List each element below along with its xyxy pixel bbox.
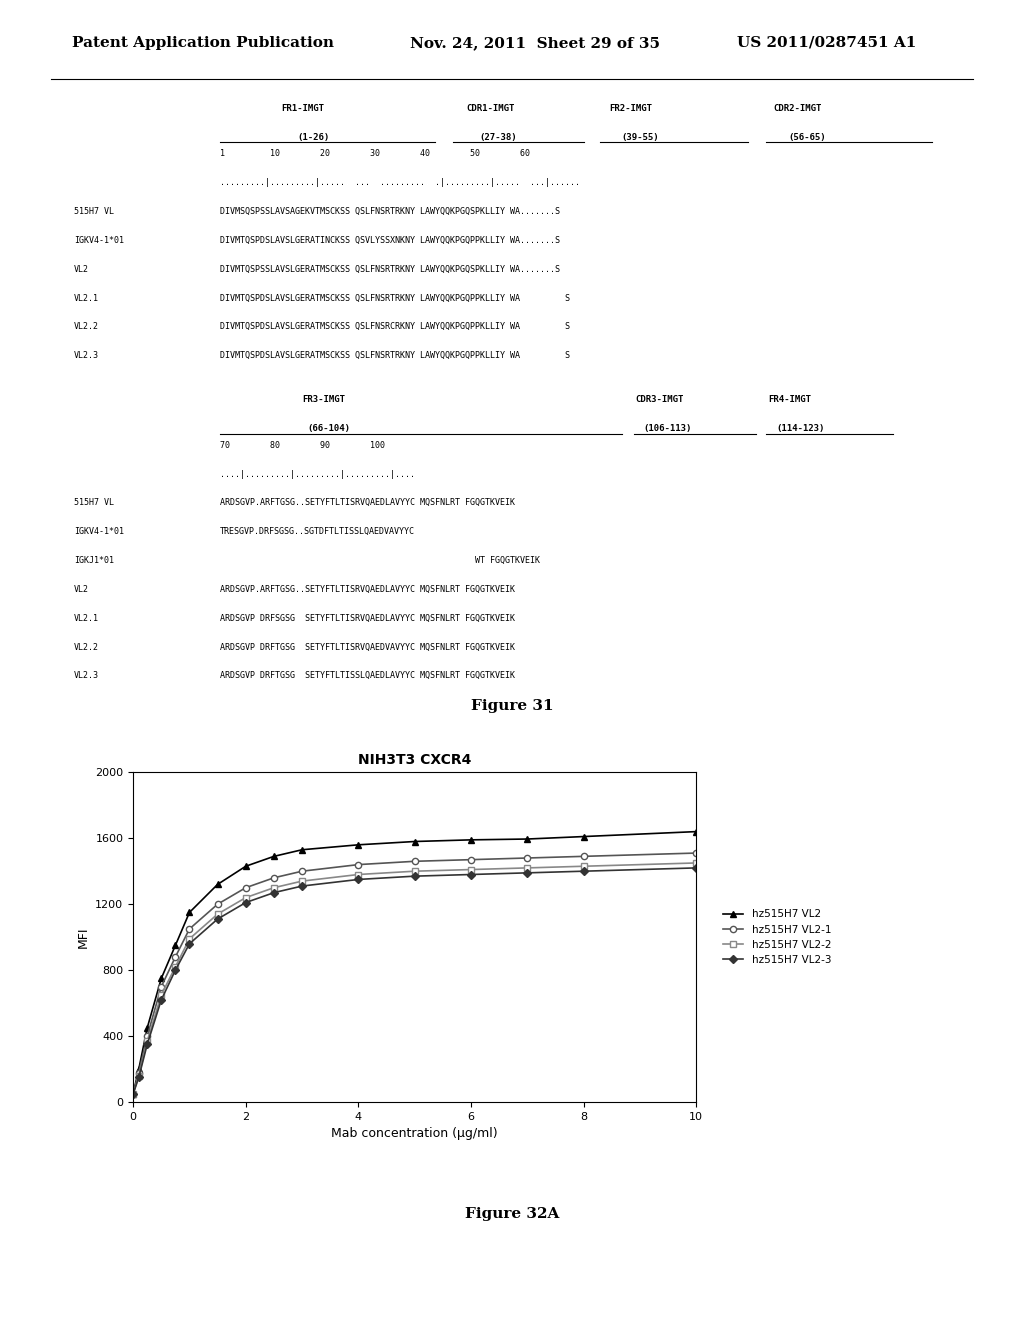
- Text: FR2-IMGT: FR2-IMGT: [609, 104, 652, 112]
- Legend: hz515H7 VL2, hz515H7 VL2-1, hz515H7 VL2-2, hz515H7 VL2-3: hz515H7 VL2, hz515H7 VL2-1, hz515H7 VL2-…: [719, 906, 836, 969]
- Text: IGKJ1*01: IGKJ1*01: [74, 556, 114, 565]
- Text: Patent Application Publication: Patent Application Publication: [72, 36, 334, 50]
- Text: VL2.1: VL2.1: [74, 614, 98, 623]
- Text: Figure 31: Figure 31: [471, 700, 553, 713]
- X-axis label: Mab concentration (µg/ml): Mab concentration (µg/ml): [332, 1127, 498, 1140]
- Text: FR3-IMGT: FR3-IMGT: [302, 395, 345, 404]
- Text: (114-123): (114-123): [776, 424, 824, 433]
- Text: (66-104): (66-104): [307, 424, 350, 433]
- Text: 70        80        90        100: 70 80 90 100: [220, 441, 385, 450]
- Text: FR1-IMGT: FR1-IMGT: [282, 104, 325, 112]
- Text: (56-65): (56-65): [788, 132, 826, 141]
- Text: DIVMTQSPDSLAVSLGERATINCKSS QSVLYSSXNKNY LAWYQQKPGQPPKLLIY WA.......S: DIVMTQSPDSLAVSLGERATINCKSS QSVLYSSXNKNY …: [220, 236, 560, 246]
- Text: CDR3-IMGT: CDR3-IMGT: [635, 395, 683, 404]
- Text: Figure 32A: Figure 32A: [465, 1208, 559, 1221]
- Text: VL2.2: VL2.2: [74, 643, 98, 652]
- Text: ....|.........|.........|.........|....: ....|.........|.........|.........|....: [220, 470, 415, 479]
- Y-axis label: MFI: MFI: [77, 927, 90, 948]
- Text: DIVMTQSPSSLAVSLGERATMSCKSS QSLFNSRTRKNY LAWYQQKPGQSPKLLIY WA.......S: DIVMTQSPSSLAVSLGERATMSCKSS QSLFNSRTRKNY …: [220, 265, 560, 273]
- Text: CDR2-IMGT: CDR2-IMGT: [773, 104, 821, 112]
- Text: DIVMTQSPDSLAVSLGERATMSCKSS QSLFNSRCRKNY LAWYQQKPGQPPKLLIY WA         S: DIVMTQSPDSLAVSLGERATMSCKSS QSLFNSRCRKNY …: [220, 322, 570, 331]
- Text: VL2.3: VL2.3: [74, 672, 98, 680]
- Text: VL2.3: VL2.3: [74, 351, 98, 360]
- Text: CDR1-IMGT: CDR1-IMGT: [466, 104, 514, 112]
- Text: .........|.........|.....  ...  .........  .|.........|.....  ...|......: .........|.........|..... ... ......... …: [220, 178, 581, 187]
- Text: ARDSGVP DRFTGSG  SETYFTLTISSLQAEDLAVYYC MQSFNLRT FGQGTKVEIK: ARDSGVP DRFTGSG SETYFTLTISSLQAEDLAVYYC M…: [220, 672, 515, 680]
- Text: VL2.1: VL2.1: [74, 293, 98, 302]
- Text: 515H7 VL: 515H7 VL: [74, 499, 114, 507]
- Text: Nov. 24, 2011  Sheet 29 of 35: Nov. 24, 2011 Sheet 29 of 35: [410, 36, 659, 50]
- Text: IGKV4-1*01: IGKV4-1*01: [74, 527, 124, 536]
- Text: VL2.2: VL2.2: [74, 322, 98, 331]
- Text: VL2: VL2: [74, 265, 89, 273]
- Text: ARDSGVP.ARFTGSG..SETYFTLTISRVQAEDLAVYYC MQSFNLRT FGQGTKVEIK: ARDSGVP.ARFTGSG..SETYFTLTISRVQAEDLAVYYC …: [220, 585, 515, 594]
- Text: 515H7 VL: 515H7 VL: [74, 207, 114, 216]
- Text: IGKV4-1*01: IGKV4-1*01: [74, 236, 124, 246]
- Text: ARDSGVP DRFTGSG  SETYFTLTISRVQAEDVAVYYC MQSFNLRT FGQGTKVEIK: ARDSGVP DRFTGSG SETYFTLTISRVQAEDVAVYYC M…: [220, 643, 515, 652]
- Text: US 2011/0287451 A1: US 2011/0287451 A1: [737, 36, 916, 50]
- Text: TRESGVP.DRFSGSG..SGTDFTLTISSLQAEDVAVYYC: TRESGVP.DRFSGSG..SGTDFTLTISSLQAEDVAVYYC: [220, 527, 415, 536]
- Text: DIVMSQSPSSLAVSAGEKVTMSCKSS QSLFNSRTRKNY LAWYQQKPGQSPKLLIY WA.......S: DIVMSQSPSSLAVSAGEKVTMSCKSS QSLFNSRTRKNY …: [220, 207, 560, 216]
- Text: DIVMTQSPDSLAVSLGERATMSCKSS QSLFNSRTRKNY LAWYQQKPGQPPKLLIY WA         S: DIVMTQSPDSLAVSLGERATMSCKSS QSLFNSRTRKNY …: [220, 293, 570, 302]
- Text: WT FGQGTKVEIK: WT FGQGTKVEIK: [220, 556, 541, 565]
- Text: 1         10        20        30        40        50        60: 1 10 20 30 40 50 60: [220, 149, 530, 158]
- Text: (39-55): (39-55): [622, 132, 659, 141]
- Text: ARDSGVP DRFSGSG  SETYFTLTISRVQAEDLAVYYC MQSFNLRT FGQGTKVEIK: ARDSGVP DRFSGSG SETYFTLTISRVQAEDLAVYYC M…: [220, 614, 515, 623]
- Text: ARDSGVP.ARFTGSG..SETYFTLTISRVQAEDLAVYYC MQSFNLRT FGQGTKVEIK: ARDSGVP.ARFTGSG..SETYFTLTISRVQAEDLAVYYC …: [220, 499, 515, 507]
- Text: (1-26): (1-26): [297, 132, 329, 141]
- Text: (27-38): (27-38): [479, 132, 517, 141]
- Text: (106-113): (106-113): [643, 424, 691, 433]
- Title: NIH3T3 CXCR4: NIH3T3 CXCR4: [358, 752, 471, 767]
- Text: DIVMTQSPDSLAVSLGERATMSCKSS QSLFNSRTRKNY LAWYQQKPGQPPKLLIY WA         S: DIVMTQSPDSLAVSLGERATMSCKSS QSLFNSRTRKNY …: [220, 351, 570, 360]
- Text: VL2: VL2: [74, 585, 89, 594]
- Text: FR4-IMGT: FR4-IMGT: [768, 395, 811, 404]
